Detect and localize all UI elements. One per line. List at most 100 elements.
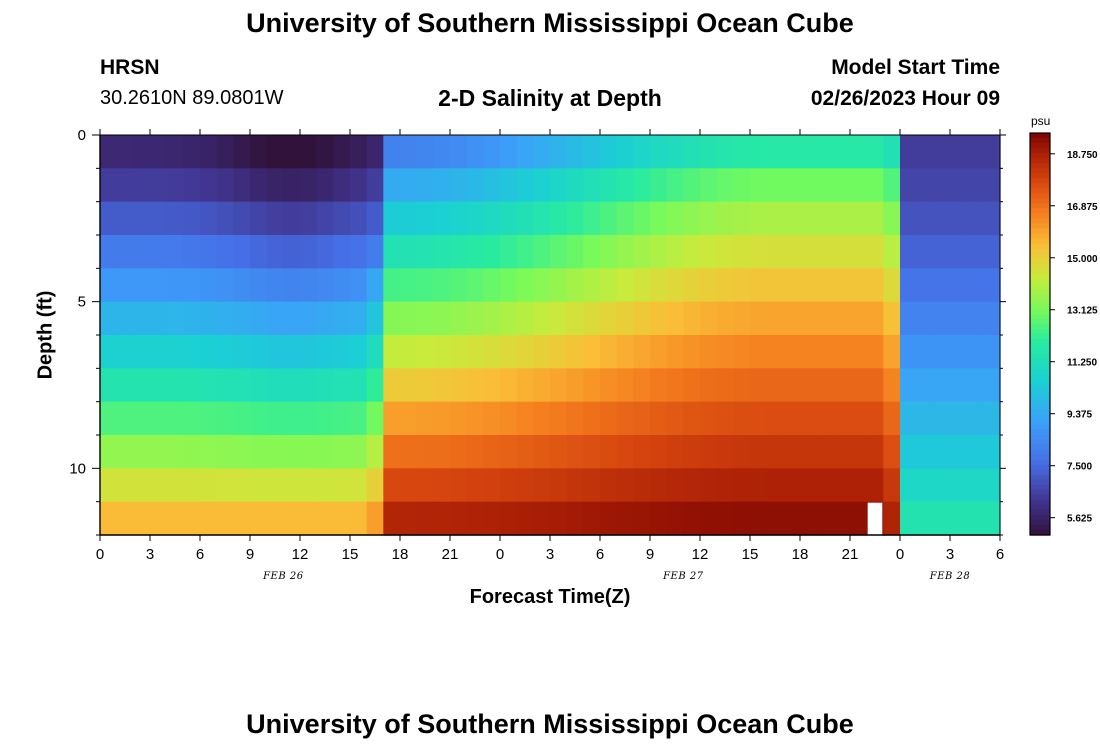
heatmap-cell: [316, 301, 334, 336]
heatmap-cell: [300, 201, 318, 236]
heatmap-cell: [150, 135, 168, 169]
heatmap-cell: [133, 335, 151, 369]
x-tick-label: 18: [792, 546, 809, 563]
heatmap-cell: [866, 468, 884, 503]
colorbar-tick-label: 5.625: [1067, 514, 1092, 525]
heatmap-cell: [450, 201, 468, 236]
heatmap-cell: [550, 335, 568, 369]
plot-title: 2-D Salinity at Depth: [438, 85, 662, 111]
heatmap-cell: [300, 468, 318, 503]
heatmap-cell: [116, 235, 134, 269]
heatmap-cell: [650, 468, 668, 503]
colorbar-segment: [1030, 379, 1050, 385]
x-tick-label: 12: [692, 546, 709, 563]
y-tick-label: 10: [69, 460, 86, 477]
heatmap-cell: [533, 468, 551, 503]
heatmap-cell: [933, 468, 951, 503]
heatmap-cell: [166, 168, 184, 203]
colorbar: 18.750 16.875 15.000 13.125 11.250 9.375 7.500…: [1029, 132, 1098, 536]
colorbar-segment: [1030, 354, 1050, 360]
heatmap-cell: [816, 301, 834, 336]
colorbar-segment: [1030, 409, 1050, 416]
heatmap-cell: [916, 435, 934, 469]
heatmap-cell: [483, 435, 501, 469]
heatmap-cell: [483, 468, 501, 503]
heatmap-cell: [650, 368, 668, 403]
heatmap-cell: [383, 301, 401, 336]
heatmap-cell: [633, 468, 651, 503]
heatmap-cell: [100, 235, 118, 269]
heatmap-cell: [500, 435, 518, 469]
heatmap-cell: [383, 501, 401, 536]
heatmap-cell: [966, 335, 984, 369]
heatmap-cell: [316, 401, 334, 436]
colorbar-segment: [1030, 323, 1050, 330]
heatmap-cell: [833, 468, 851, 503]
heatmap-cell: [150, 168, 168, 203]
heatmap-cell: [500, 301, 518, 336]
colorbar-segment: [1030, 424, 1050, 431]
heatmap-cell: [733, 401, 751, 436]
heatmap-cell: [866, 235, 884, 269]
colorbar-segment: [1030, 369, 1050, 375]
heatmap-cell: [283, 235, 301, 269]
colorbar-tick-label: 16.875: [1067, 202, 1098, 213]
heatmap-cell: [266, 468, 284, 503]
heatmap-cell: [600, 168, 618, 203]
heatmap-cell: [366, 135, 384, 169]
heatmap-cell: [866, 268, 884, 303]
heatmap-cell: [783, 468, 801, 503]
heatmap-cell: [516, 268, 534, 303]
heatmap-cell: [633, 301, 651, 336]
heatmap-cell: [616, 235, 634, 269]
colorbar-segment: [1030, 178, 1050, 184]
heatmap-cell: [666, 401, 684, 436]
colorbar-segment: [1030, 143, 1050, 149]
heatmap-cell: [483, 401, 501, 436]
heatmap-cell: [100, 135, 118, 169]
heatmap-cell: [833, 501, 851, 536]
heatmap-cell: [883, 401, 901, 436]
heatmap-cell: [283, 201, 301, 236]
heatmap-cell: [333, 301, 351, 336]
x-tick-label: 12: [292, 546, 309, 563]
colorbar-segment: [1030, 278, 1050, 285]
heatmap-cell: [933, 235, 951, 269]
heatmap-cell: [916, 135, 934, 169]
heatmap-cell: [116, 501, 134, 536]
heatmap-cell: [983, 235, 1001, 269]
heatmap-cell: [533, 301, 551, 336]
heatmap-cell: [116, 435, 134, 469]
heatmap-cell: [866, 201, 884, 236]
heatmap-cell: [350, 501, 368, 536]
heatmap-cell: [416, 268, 434, 303]
heatmap-cell: [633, 235, 651, 269]
heatmap-cell: [800, 501, 818, 536]
heatmap-cell: [400, 468, 418, 503]
x-tick-label: 6: [996, 546, 1004, 563]
heatmap-cell: [483, 168, 501, 203]
heatmap-cell: [316, 501, 334, 536]
heatmap-cell: [533, 401, 551, 436]
heatmap-cell: [300, 301, 318, 336]
heatmap-cell: [883, 235, 901, 269]
heatmap-cell: [783, 435, 801, 469]
heatmap-cell: [300, 135, 318, 169]
heatmap-cell: [700, 268, 718, 303]
y-tick-label: 5: [78, 294, 86, 311]
heatmap-cell: [400, 235, 418, 269]
heatmap-cell: [550, 268, 568, 303]
y-axis-label: Depth (ft): [34, 290, 57, 380]
heatmap-cell: [133, 368, 151, 403]
colorbar-segment: [1030, 434, 1050, 441]
heatmap-cell: [800, 435, 818, 469]
heatmap-cell: [200, 501, 218, 536]
heatmap-cell: [933, 301, 951, 336]
heatmap-cell: [583, 468, 601, 503]
heatmap-cell: [600, 501, 618, 536]
colorbar-segment: [1030, 208, 1050, 215]
heatmap-cell: [750, 501, 768, 536]
heatmap-cell: [183, 368, 201, 403]
heatmap-cell: [100, 435, 118, 469]
colorbar-segment: [1030, 494, 1050, 501]
